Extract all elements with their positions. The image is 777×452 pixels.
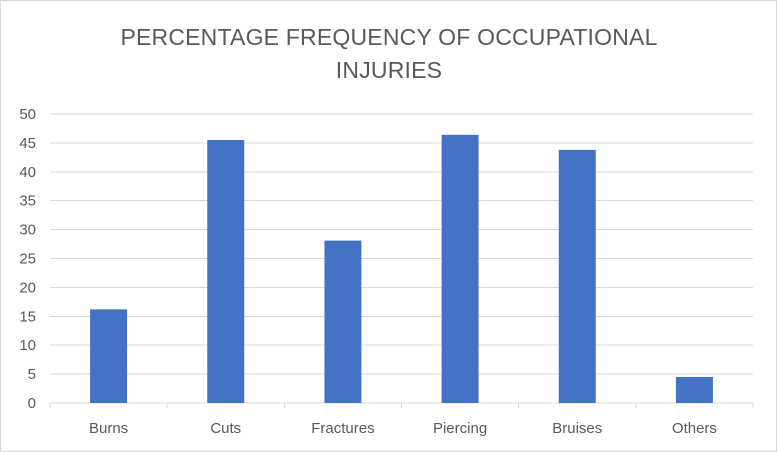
y-tick-label: 45	[19, 135, 36, 152]
chart-title: PERCENTAGE FREQUENCY OF OCCUPATIONAL INJ…	[89, 21, 689, 87]
chart-title-line-2: INJURIES	[335, 57, 443, 83]
x-tick-label: Fractures	[311, 420, 374, 437]
x-tick-label: Burns	[89, 420, 128, 437]
y-tick-label: 40	[19, 164, 36, 181]
x-axis-tick-labels: Burns Cuts Fractures Piercing Bruises Others	[89, 420, 717, 437]
bar-others	[675, 376, 713, 403]
bar-piercing	[441, 134, 479, 404]
y-tick-label: 0	[28, 395, 36, 412]
chart-title-line-1: PERCENTAGE FREQUENCY OF OCCUPATIONAL	[120, 24, 658, 50]
y-tick-label: 50	[19, 106, 36, 123]
x-tick-label: Cuts	[210, 420, 241, 437]
y-axis-tick-labels: 0 5 10 15 20 25 30 35 40 45 50	[19, 106, 36, 412]
y-tick-label: 30	[19, 222, 36, 239]
y-tick-label: 25	[19, 251, 36, 268]
bar-fractures	[324, 240, 362, 403]
y-tick-label: 10	[19, 337, 36, 354]
gridlines	[49, 113, 754, 408]
y-tick-label: 15	[19, 308, 36, 325]
x-tick-label: Bruises	[552, 420, 602, 437]
x-tick-label: Piercing	[433, 420, 487, 437]
bar-bruises	[558, 149, 596, 403]
y-tick-label: 20	[19, 279, 36, 296]
bar-burns	[90, 309, 128, 403]
bars	[90, 134, 713, 404]
y-tick-label: 35	[19, 193, 36, 210]
bar-cuts	[207, 140, 245, 403]
y-tick-label: 5	[28, 366, 36, 383]
x-tick-label: Others	[672, 420, 717, 437]
